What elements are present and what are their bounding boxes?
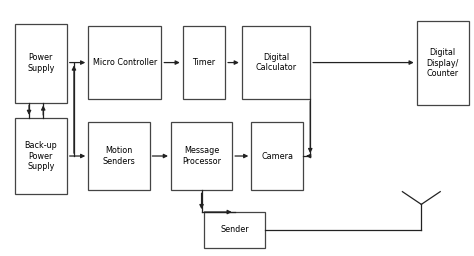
Text: Micro Controller: Micro Controller [92,58,157,67]
Text: Sender: Sender [220,225,249,234]
Text: Power
Supply: Power Supply [27,53,55,73]
FancyBboxPatch shape [417,21,469,105]
FancyBboxPatch shape [182,26,225,99]
FancyBboxPatch shape [88,26,161,99]
FancyBboxPatch shape [88,122,150,190]
Text: Back-up
Power
Supply: Back-up Power Supply [25,141,57,171]
Text: Digital
Display/
Counter: Digital Display/ Counter [427,48,459,78]
FancyBboxPatch shape [204,212,265,248]
Text: Motion
Senders: Motion Senders [102,146,135,166]
Text: Message
Processor: Message Processor [182,146,221,166]
FancyBboxPatch shape [15,24,67,103]
FancyBboxPatch shape [15,118,67,194]
Text: Digital
Calculator: Digital Calculator [255,53,297,72]
FancyBboxPatch shape [251,122,303,190]
Text: Camera: Camera [261,152,293,161]
FancyBboxPatch shape [242,26,310,99]
Text: Timer: Timer [192,58,216,67]
FancyBboxPatch shape [171,122,232,190]
